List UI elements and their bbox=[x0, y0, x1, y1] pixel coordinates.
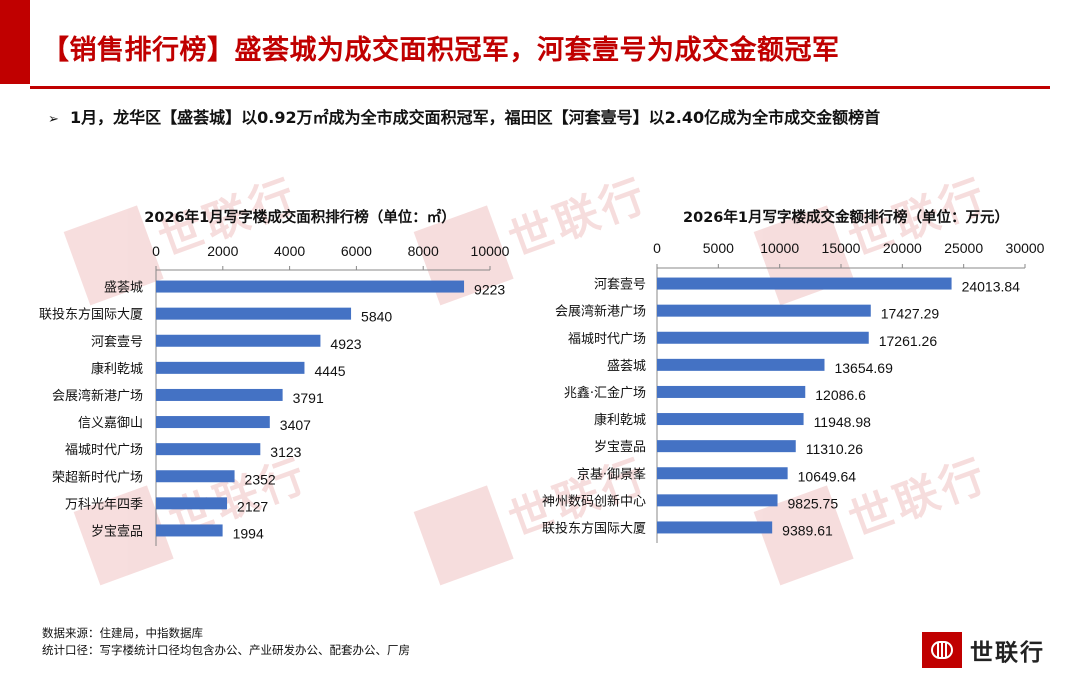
category-label: 河套壹号 bbox=[594, 277, 646, 293]
bar bbox=[657, 277, 952, 290]
bar bbox=[156, 443, 261, 456]
bar bbox=[156, 361, 305, 374]
category-label: 会展湾新港广场 bbox=[555, 304, 646, 320]
category-label: 联投东方国际大厦 bbox=[542, 520, 646, 536]
page-title: 【销售排行榜】盛荟城为成交面积冠军，河套壹号为成交金额冠军 bbox=[42, 35, 840, 66]
footer-notes: 数据来源：住建局，中指数据库 统计口径：写字楼统计口径均包含办公、产业研发办公、… bbox=[42, 625, 410, 659]
data-label: 2127 bbox=[237, 498, 268, 514]
data-label: 9223 bbox=[474, 282, 505, 298]
data-label: 3407 bbox=[280, 417, 311, 433]
data-label: 1994 bbox=[233, 525, 264, 541]
category-label: 康利乾城 bbox=[594, 412, 646, 428]
category-label: 荣超新时代广场 bbox=[52, 469, 143, 485]
data-source-note: 数据来源：住建局，中指数据库 bbox=[42, 626, 203, 640]
x-tick-label: 15000 bbox=[822, 240, 861, 256]
bar bbox=[156, 524, 223, 537]
data-label: 11310.26 bbox=[806, 441, 864, 457]
category-label: 岁宝壹品 bbox=[594, 440, 646, 455]
data-label: 9389.61 bbox=[782, 522, 833, 538]
bar bbox=[156, 470, 235, 483]
statistic-scope-note: 统计口径：写字楼统计口径均包含办公、产业研发办公、配套办公、厂房 bbox=[42, 643, 410, 657]
x-tick-label: 0 bbox=[653, 240, 661, 256]
data-label: 9825.75 bbox=[788, 495, 839, 511]
category-label: 信义嘉御山 bbox=[78, 416, 143, 431]
category-label: 会展湾新港广场 bbox=[52, 388, 143, 404]
subtitle: ➢ 1月，龙华区【盛荟城】以0.92万㎡成为全市成交面积冠军，福田区【河套壹号】以… bbox=[48, 104, 880, 128]
x-tick-label: 6000 bbox=[341, 243, 372, 259]
bar bbox=[657, 521, 773, 534]
category-label: 盛荟城 bbox=[607, 359, 646, 374]
category-label: 岁宝壹品 bbox=[91, 524, 143, 539]
data-label: 10649.64 bbox=[798, 468, 857, 484]
bar bbox=[156, 388, 283, 401]
data-label: 12086.6 bbox=[815, 387, 866, 403]
category-label: 京基·御景峯 bbox=[577, 467, 646, 482]
chart-title: 2026年1月写字楼成交金额排行榜（单位：万元） bbox=[683, 208, 1009, 226]
x-tick-label: 10000 bbox=[760, 240, 799, 256]
bar bbox=[156, 307, 352, 320]
x-tick-label: 4000 bbox=[274, 243, 305, 259]
data-label: 24013.84 bbox=[962, 279, 1021, 295]
data-label: 17427.29 bbox=[881, 306, 940, 322]
bar bbox=[156, 334, 321, 347]
data-label: 3123 bbox=[270, 444, 301, 460]
category-label: 福城时代广场 bbox=[568, 332, 646, 347]
bar bbox=[657, 440, 796, 453]
bar bbox=[657, 494, 778, 507]
data-label: 4923 bbox=[330, 336, 361, 352]
bar bbox=[657, 331, 869, 344]
x-tick-label: 10000 bbox=[471, 243, 510, 259]
data-label: 2352 bbox=[245, 471, 276, 487]
data-label: 17261.26 bbox=[879, 333, 938, 349]
x-tick-label: 30000 bbox=[1006, 240, 1045, 256]
x-tick-label: 2000 bbox=[207, 243, 238, 259]
arrow-bullet-icon: ➢ bbox=[48, 112, 59, 127]
category-label: 联投东方国际大厦 bbox=[39, 307, 143, 323]
category-label: 福城时代广场 bbox=[65, 443, 143, 458]
bar bbox=[657, 304, 871, 317]
x-tick-label: 0 bbox=[152, 243, 160, 259]
category-label: 河套壹号 bbox=[91, 334, 143, 350]
title-divider bbox=[30, 86, 1050, 89]
data-label: 13654.69 bbox=[834, 360, 893, 376]
category-label: 万科光年四季 bbox=[65, 497, 143, 512]
category-label: 兆鑫·汇金广场 bbox=[564, 385, 646, 401]
chart-title: 2026年1月写字楼成交面积排行榜（单位：㎡） bbox=[144, 208, 455, 226]
data-label: 5840 bbox=[361, 309, 392, 325]
bar bbox=[156, 497, 228, 510]
x-tick-label: 8000 bbox=[408, 243, 439, 259]
bar bbox=[657, 413, 804, 426]
bar bbox=[156, 416, 270, 429]
company-logo-text: 世联行 bbox=[970, 640, 1045, 666]
bar bbox=[156, 280, 465, 293]
data-label: 3791 bbox=[293, 390, 324, 406]
company-logo: 世联行 bbox=[922, 632, 1045, 668]
data-label: 11948.98 bbox=[814, 414, 872, 430]
company-logo-icon bbox=[922, 632, 962, 668]
category-label: 盛荟城 bbox=[104, 281, 143, 296]
x-tick-label: 5000 bbox=[703, 240, 734, 256]
bar bbox=[657, 385, 806, 398]
bar bbox=[657, 467, 788, 480]
category-label: 神州数码创新中心 bbox=[542, 493, 646, 509]
category-label: 康利乾城 bbox=[91, 361, 143, 377]
data-label: 4445 bbox=[314, 363, 345, 379]
title-accent-bar bbox=[0, 0, 30, 84]
subtitle-text: 1月，龙华区【盛荟城】以0.92万㎡成为全市成交面积冠军，福田区【河套壹号】以2… bbox=[70, 108, 881, 127]
x-tick-label: 25000 bbox=[944, 240, 983, 256]
x-tick-label: 20000 bbox=[883, 240, 922, 256]
bar bbox=[657, 358, 825, 371]
title-bar: 【销售排行榜】盛荟城为成交面积冠军，河套壹号为成交金额冠军 bbox=[0, 0, 1080, 89]
